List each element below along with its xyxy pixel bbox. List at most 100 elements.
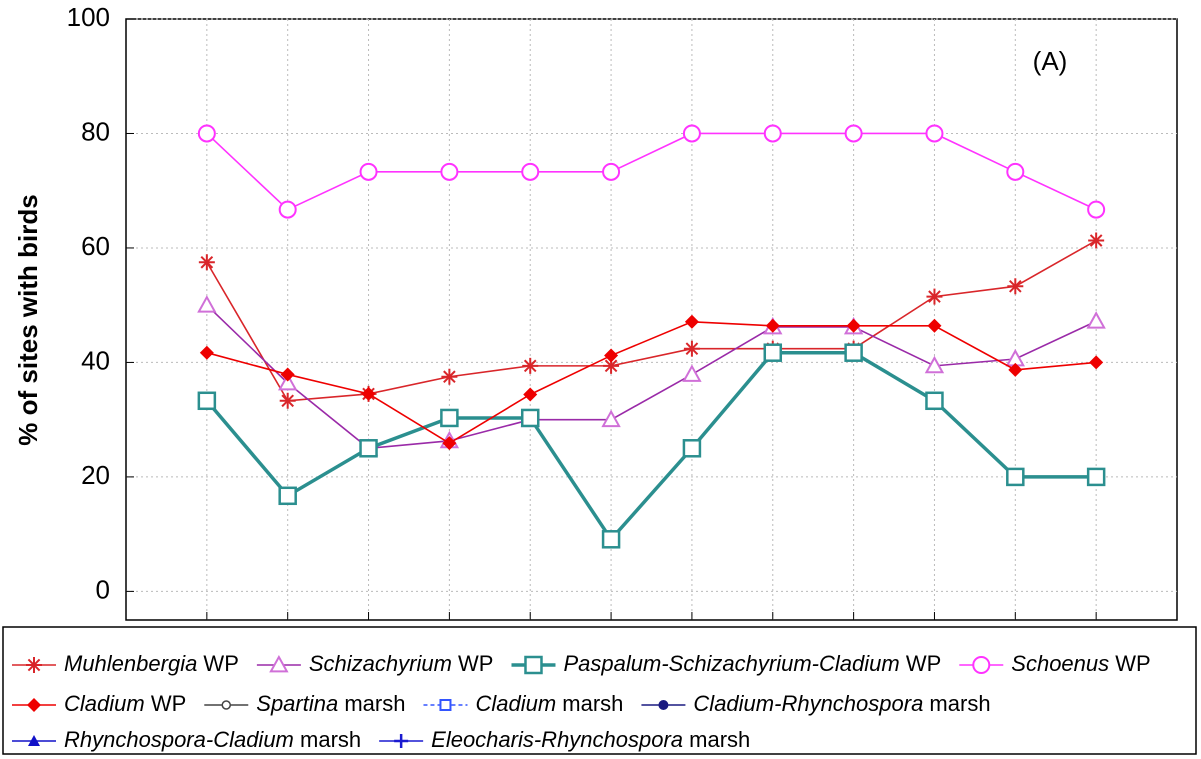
series-line	[205, 350, 1097, 543]
legend-label-rest: WP	[145, 691, 187, 716]
marker-part	[200, 255, 214, 269]
marker-part	[523, 359, 537, 373]
y-tick-label: 60	[81, 231, 110, 261]
marker-part	[924, 355, 945, 374]
legend-label-rest: WP	[197, 651, 239, 676]
marker-part	[1086, 311, 1106, 329]
marker-part	[682, 364, 702, 382]
legend-label-italic: Cladium	[475, 691, 556, 716]
marker-part	[221, 700, 232, 710]
marker	[1088, 232, 1105, 249]
marker	[1087, 200, 1106, 219]
legend-label-italic: Schoenus	[1011, 651, 1109, 676]
marker	[1006, 162, 1025, 181]
legend-label-italic: Paspalum-Schizachyrium-Cladium	[563, 651, 899, 676]
marker	[927, 318, 942, 333]
y-tick-label: 100	[67, 2, 110, 32]
marker-part	[604, 348, 619, 363]
marker-part	[440, 408, 459, 428]
marker-part	[439, 699, 452, 711]
marker	[1008, 362, 1023, 377]
marker-part	[277, 372, 298, 391]
marker-part	[765, 318, 780, 333]
marker-part	[197, 124, 216, 143]
legend-label: Cladium-Rhynchospora marsh	[693, 691, 990, 716]
marker	[523, 387, 538, 402]
legend-label-rest: marsh	[556, 691, 623, 716]
marker	[604, 348, 619, 363]
marker	[1086, 467, 1106, 487]
marker-part	[602, 162, 621, 181]
marker-part	[682, 124, 701, 143]
marker	[1086, 311, 1106, 329]
marker	[1007, 278, 1024, 295]
legend-label-rest: marsh	[294, 727, 361, 752]
marker	[682, 439, 702, 458]
legend-entry: Spartina marsh	[204, 691, 405, 716]
legend-label-italic: Rhynchospora-Cladium	[64, 727, 294, 752]
marker	[278, 486, 297, 506]
legend-label-italic: Eleocharis-Rhynchospora	[431, 727, 683, 752]
marker	[603, 357, 620, 374]
marker-part	[278, 200, 297, 219]
marker-part	[1006, 162, 1025, 181]
marker-part	[1086, 467, 1106, 487]
marker-part	[520, 408, 540, 428]
marker	[441, 368, 458, 385]
marker-part	[442, 436, 457, 451]
marker	[442, 436, 457, 451]
marker	[763, 124, 782, 143]
marker	[197, 124, 216, 143]
marker-part	[844, 124, 863, 143]
marker	[26, 657, 42, 673]
marker	[684, 314, 699, 329]
marker-part	[1089, 355, 1104, 370]
legend-entry: Schoenus WP	[959, 651, 1151, 676]
legend-label-italic: Spartina	[256, 691, 338, 716]
legend-label: Eleocharis-Rhynchospora marsh	[431, 727, 750, 752]
marker-part	[359, 162, 378, 181]
marker	[682, 124, 701, 143]
marker-part	[280, 367, 295, 382]
marker	[520, 408, 540, 428]
marker	[524, 655, 543, 675]
marker	[602, 162, 621, 181]
legend-label-italic: Cladium-Rhynchospora	[693, 691, 923, 716]
marker	[359, 162, 378, 181]
marker	[279, 392, 296, 409]
marker	[359, 439, 378, 458]
marker	[269, 654, 289, 673]
marker-part	[844, 343, 863, 362]
marker	[199, 345, 214, 360]
legend-entry: Paspalum-Schizachyrium-Cladium WP	[511, 651, 941, 676]
marker	[972, 656, 991, 674]
legend-label-italic: Cladium	[64, 691, 145, 716]
marker	[844, 124, 863, 143]
marker-part	[361, 386, 376, 401]
y-axis-label: % of sites with birds	[13, 194, 43, 445]
annotation: (A)	[1033, 46, 1068, 76]
marker-part	[925, 124, 944, 143]
legend-label: Schizachyrium WP	[309, 651, 494, 676]
marker	[658, 700, 669, 710]
marker	[521, 162, 540, 181]
marker	[522, 357, 539, 374]
marker-part	[601, 409, 621, 428]
marker-part	[846, 318, 861, 333]
marker	[440, 408, 459, 428]
legend-entry: Rhynchospora-Cladium marsh	[12, 727, 361, 752]
marker-part	[521, 162, 540, 181]
marker	[601, 409, 621, 428]
marker-part	[604, 359, 618, 373]
marker-part	[524, 655, 543, 675]
y-tick-label: 0	[96, 574, 110, 604]
legend-label-rest: WP	[900, 651, 942, 676]
marker-part	[278, 486, 297, 506]
marker	[197, 391, 217, 411]
legend-label: Cladium WP	[64, 691, 186, 716]
marker	[763, 343, 783, 362]
legend-entry: Muhlenbergia WP	[12, 651, 239, 676]
marker-part	[685, 342, 699, 355]
marker	[1006, 467, 1025, 487]
marker-part	[1089, 234, 1103, 247]
